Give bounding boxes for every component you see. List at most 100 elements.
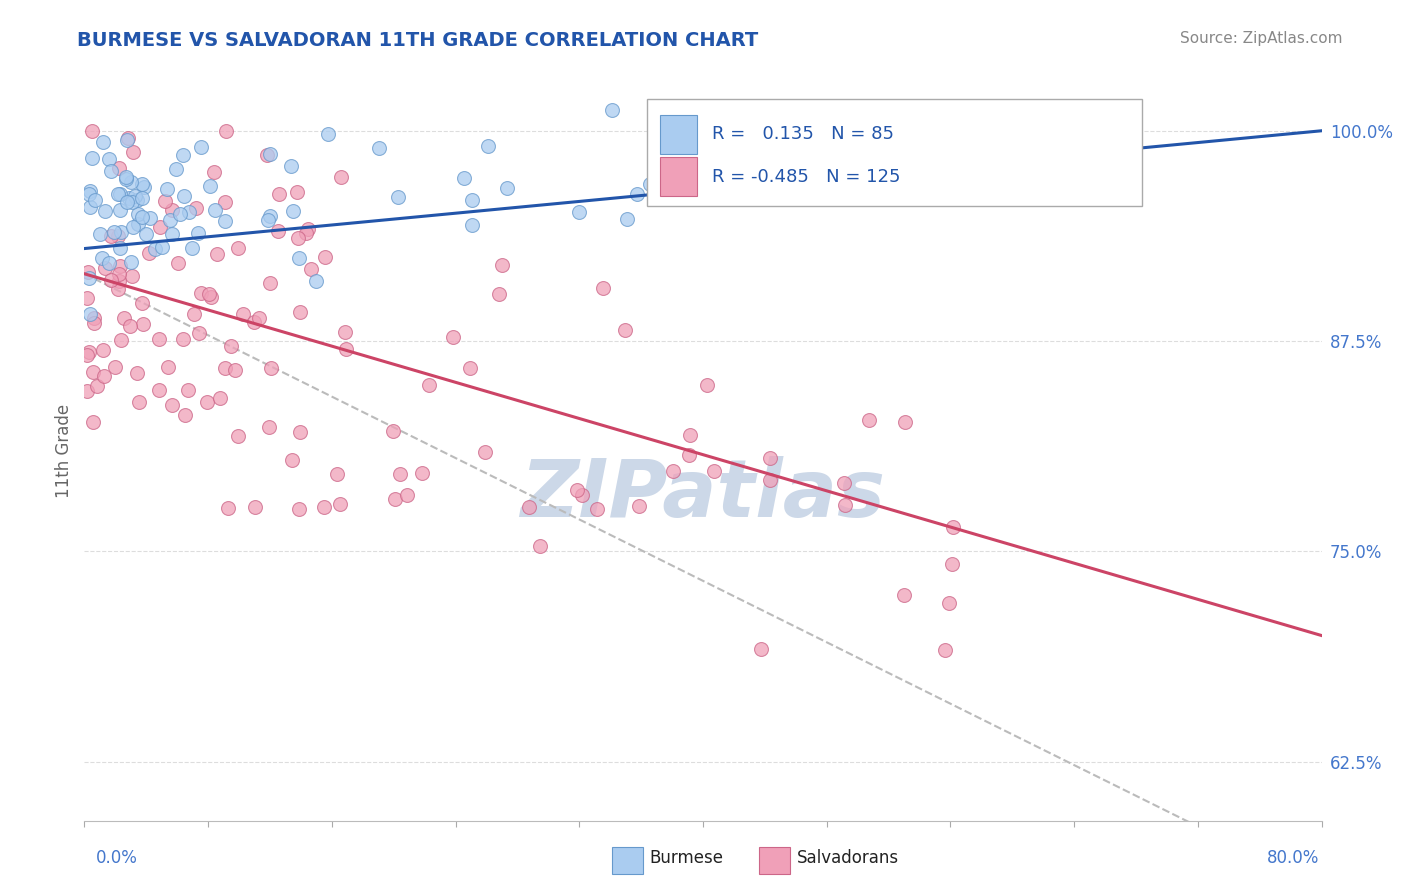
Text: ZIPatlas: ZIPatlas [520,456,886,534]
Point [247,311,270,326]
Text: R =   0.135   N = 85: R = 0.135 N = 85 [711,126,894,144]
Point [759,473,782,487]
Point [529,539,551,553]
Point [166,256,188,270]
Point [132,317,155,331]
Point [256,213,278,227]
Point [997,134,1019,148]
Point [190,286,212,301]
Point [747,190,769,204]
Point [758,450,780,465]
Point [120,176,142,190]
Point [155,194,177,208]
Point [214,195,236,210]
Point [118,319,141,334]
Text: 0.0%: 0.0% [96,849,138,867]
Point [678,448,700,462]
Point [110,225,132,239]
Point [474,444,496,458]
Point [269,186,291,201]
Point [217,501,239,516]
Point [135,227,157,241]
Point [896,177,918,191]
Point [108,274,131,288]
Point [200,290,222,304]
Point [205,247,228,261]
Point [107,229,129,244]
Point [333,326,356,340]
Point [77,344,100,359]
Text: BURMESE VS SALVADORAN 11TH GRADE CORRELATION CHART: BURMESE VS SALVADORAN 11TH GRADE CORRELA… [77,31,759,50]
Point [80,151,103,165]
Point [568,205,591,219]
Point [76,291,98,305]
Point [894,415,917,429]
Point [149,220,172,235]
Point [121,268,143,283]
Point [938,596,960,610]
Text: 80.0%: 80.0% [1267,849,1319,867]
Point [628,499,651,513]
Point [368,141,391,155]
Point [110,186,132,201]
Point [118,190,141,204]
Point [93,261,115,276]
Point [834,475,856,490]
Point [177,204,200,219]
Point [198,287,221,301]
Point [204,202,226,217]
Point [131,296,153,310]
Point [162,202,184,217]
Point [114,310,136,325]
Point [117,194,139,209]
Point [458,361,481,376]
Point [418,378,440,392]
Point [221,338,243,352]
Point [330,170,353,185]
Point [124,189,146,203]
Point [929,105,952,120]
Point [83,316,105,330]
Text: Salvadorans: Salvadorans [797,849,900,867]
Point [186,201,208,215]
Point [288,305,311,319]
Point [120,255,142,269]
Point [287,185,309,199]
Point [314,500,336,514]
Point [228,429,250,443]
Point [696,378,718,392]
Point [941,520,963,534]
Point [335,342,357,356]
Point [232,307,254,321]
Point [172,148,194,162]
Point [108,267,131,281]
Point [314,250,336,264]
Point [125,193,148,207]
Point [93,203,115,218]
Point [150,240,173,254]
Point [1004,98,1026,112]
Point [453,171,475,186]
Point [294,227,316,241]
Point [259,209,281,223]
Point [592,281,614,295]
Point [257,420,280,434]
Point [148,332,170,346]
Point [115,133,138,147]
Point [228,241,250,255]
Point [131,177,153,191]
Point [156,359,179,374]
Point [91,251,114,265]
Point [626,187,648,202]
Point [613,322,636,336]
Point [100,164,122,178]
Point [108,241,131,255]
Point [329,497,352,511]
Text: Burmese: Burmese [650,849,724,867]
Point [131,191,153,205]
Point [190,140,212,154]
Point [79,307,101,321]
Point [208,392,231,406]
Point [202,165,225,179]
FancyBboxPatch shape [659,115,697,153]
